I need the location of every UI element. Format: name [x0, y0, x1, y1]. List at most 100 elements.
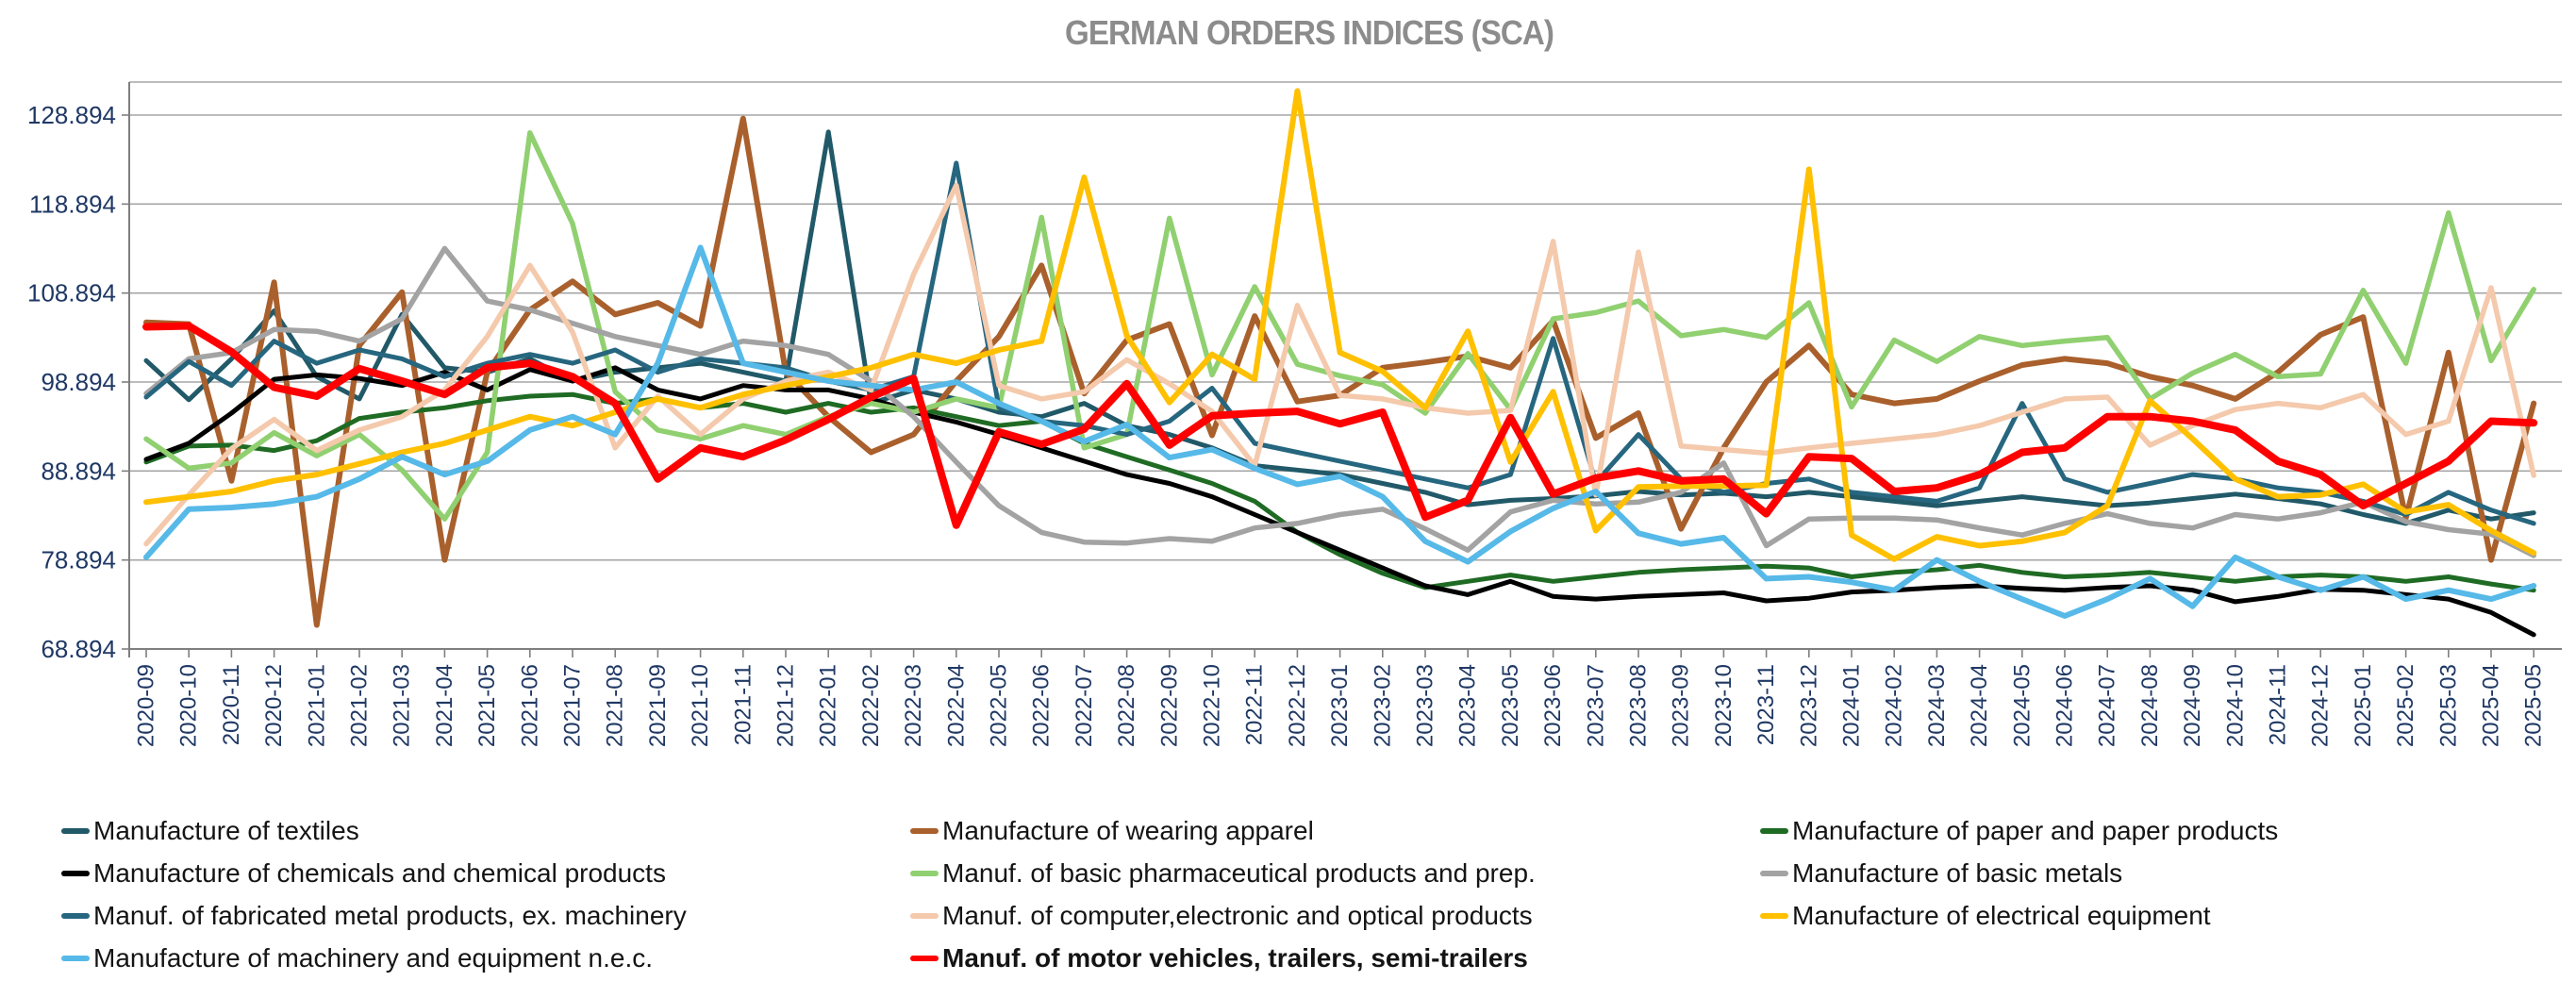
y-axis-label: 68.894	[41, 635, 116, 663]
x-axis-label: 2022-12	[1285, 664, 1310, 747]
x-axis-label: 2023-08	[1626, 664, 1652, 747]
x-axis-label: 2021-05	[474, 664, 500, 747]
x-axis-label: 2022-11	[1242, 664, 1268, 745]
x-axis-label: 2021-07	[560, 664, 586, 747]
x-axis-label: 2022-02	[858, 664, 884, 747]
legend-swatch	[61, 870, 90, 876]
legend-item: Manuf. of motor vehicles, trailers, semi…	[910, 937, 1536, 979]
x-axis-label: 2022-06	[1029, 664, 1055, 747]
x-axis-label: 2021-12	[773, 664, 799, 747]
series-line-9	[143, 244, 2537, 619]
series-line-4	[143, 130, 2536, 522]
x-axis-label: 2022-07	[1072, 664, 1097, 747]
x-axis-label: 2025-04	[2479, 664, 2504, 747]
x-axis-label: 2024-11	[2266, 664, 2291, 745]
legend-label: Manuf. of fabricated metal products, ex.…	[93, 900, 687, 930]
x-axis-label: 2023-05	[1498, 664, 1523, 747]
legend-label: Manufacture of textiles	[93, 815, 359, 845]
legend-item: Manufacture of machinery and equipment n…	[61, 937, 687, 979]
legend-item: Manuf. of fabricated metal products, ex.…	[61, 894, 687, 937]
x-axis-label: 2023-09	[1669, 664, 1694, 747]
x-axis-label: 2024-10	[2222, 664, 2248, 747]
legend-column-1: Manufacture of wearing apparel Manuf. of …	[910, 809, 1536, 979]
x-axis-label: 2021-04	[432, 664, 457, 747]
legend-label: Manufacture of chemicals and chemical pr…	[93, 857, 666, 888]
x-axis-label: 2021-06	[517, 664, 542, 747]
x-axis-label: 2024-06	[2052, 664, 2078, 747]
x-axis-label: 2024-03	[1924, 664, 1950, 747]
legend-swatch	[910, 912, 939, 919]
legend-swatch	[910, 870, 939, 876]
x-axis-label: 2022-08	[1114, 664, 1139, 747]
x-axis-label: 2023-01	[1327, 664, 1353, 747]
x-axis-label: 2022-05	[987, 664, 1012, 747]
y-axis-label: 88.894	[41, 457, 116, 485]
x-axis-label: 2022-10	[1200, 664, 1225, 747]
series-line-8	[143, 88, 2537, 562]
legend-swatch	[910, 827, 939, 834]
x-axis-label: 2021-09	[645, 664, 671, 747]
legend-column-2: Manufacture of paper and paper products M…	[1760, 809, 2278, 937]
legend-swatch	[1760, 827, 1788, 834]
x-axis-label: 2024-12	[2308, 664, 2334, 747]
legend-label: Manufacture of electrical equipment	[1792, 900, 2211, 930]
legend-item: Manufacture of chemicals and chemical pr…	[61, 852, 687, 894]
x-axis-label: 2020-11	[219, 664, 244, 745]
x-axis-label: 2023-10	[1711, 664, 1737, 747]
x-axis-label: 2023-04	[1455, 664, 1481, 747]
x-axis-label: 2025-01	[2351, 664, 2376, 747]
legend-swatch	[61, 955, 90, 961]
legend-swatch	[61, 912, 90, 919]
x-axis-label: 2021-02	[347, 664, 373, 747]
x-axis-label: 2021-08	[603, 664, 628, 747]
legend-label: Manufacture of wearing apparel	[942, 815, 1314, 845]
x-axis-label: 2023-07	[1583, 664, 1608, 747]
legend-label: Manuf. of computer,electronic and optica…	[942, 900, 1533, 930]
x-axis-label: 2020-10	[176, 664, 202, 747]
x-axis-label: 2022-04	[943, 664, 969, 747]
x-axis-label: 2020-09	[134, 664, 159, 747]
x-axis-label: 2025-05	[2521, 664, 2547, 747]
legend-item: Manufacture of wearing apparel	[910, 809, 1536, 852]
series-line-10	[142, 322, 2538, 529]
x-axis-label: 2024-02	[1882, 664, 1907, 747]
x-axis-label: 2022-03	[901, 664, 926, 747]
chart-title: GERMAN ORDERS INDICES (SCA)	[1065, 13, 1554, 52]
legend-item: Manufacture of basic metals	[1760, 852, 2278, 894]
x-axis-label: 2023-12	[1796, 664, 1821, 747]
x-axis-label: 2020-12	[261, 664, 287, 747]
legend-label: Manuf. of motor vehicles, trailers, semi…	[942, 942, 1528, 973]
legend-label: Manuf. of basic pharmaceutical products …	[942, 857, 1536, 888]
series-line-2	[143, 391, 2536, 593]
x-axis-label: 2023-02	[1370, 664, 1395, 747]
series-line-6	[143, 160, 2536, 526]
x-axis-label: 2024-01	[1839, 664, 1865, 747]
x-axis-label: 2024-07	[2095, 664, 2120, 747]
x-axis-label: 2023-06	[1540, 664, 1566, 747]
y-axis-label: 98.894	[41, 368, 116, 396]
x-axis-label: 2023-03	[1413, 664, 1438, 747]
legend-label: Manufacture of machinery and equipment n…	[93, 942, 654, 973]
x-axis-label: 2021-11	[730, 664, 756, 745]
x-axis-label: 2021-03	[390, 664, 415, 747]
x-axis-label: 2024-05	[2009, 664, 2035, 747]
legend-label: Manufacture of paper and paper products	[1792, 815, 2279, 845]
x-axis-label: 2023-11	[1753, 664, 1779, 745]
y-axis-label: 78.894	[41, 546, 116, 574]
x-axis-label: 2021-01	[304, 664, 329, 747]
x-axis-label: 2024-04	[1967, 664, 1992, 747]
x-axis-label: 2024-09	[2180, 664, 2205, 747]
x-axis-label: 2024-08	[2137, 664, 2163, 747]
y-axis-label: 128.894	[27, 101, 116, 129]
x-axis-label: 2021-10	[688, 664, 713, 747]
legend-item: Manuf. of computer,electronic and optica…	[910, 894, 1536, 937]
legend-item: Manufacture of paper and paper products	[1760, 809, 2278, 852]
legend-swatch	[1760, 912, 1788, 919]
legend-item: Manufacture of electrical equipment	[1760, 894, 2278, 937]
x-axis-label: 2025-02	[2393, 664, 2418, 747]
x-axis-label: 2022-01	[816, 664, 841, 747]
series-line-5	[143, 245, 2536, 558]
x-axis-label: 2022-09	[1156, 664, 1182, 747]
legend-swatch	[1760, 870, 1788, 876]
